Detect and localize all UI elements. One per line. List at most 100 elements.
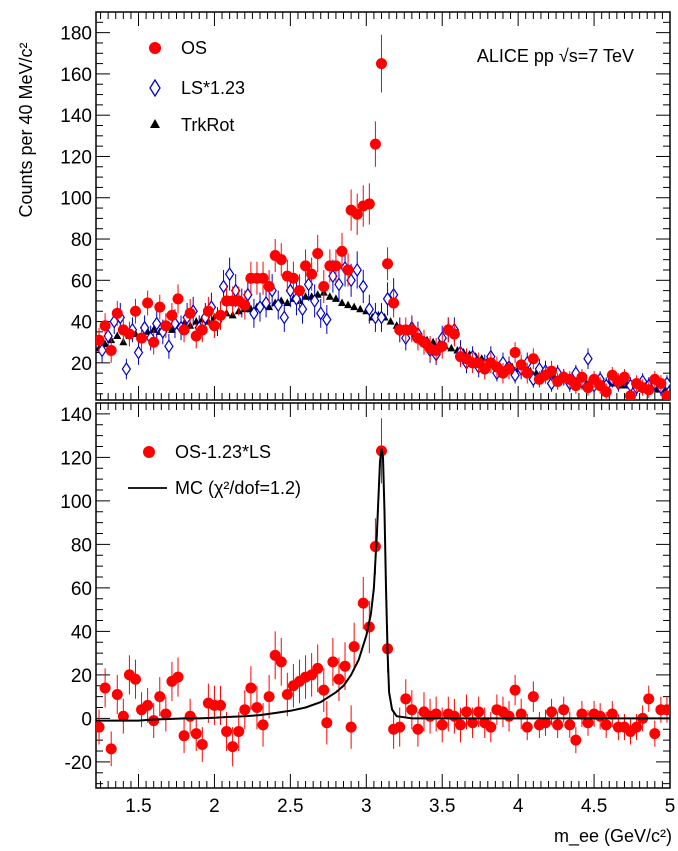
os-point	[202, 305, 214, 317]
os-point	[172, 293, 184, 305]
os-point	[136, 332, 148, 344]
legend-label-os-minus-ls: OS-1.23*LS	[175, 442, 271, 462]
os-point	[527, 353, 539, 365]
trkrot-point	[447, 343, 456, 352]
signal-point	[142, 699, 154, 711]
legend-marker-os-minus-ls	[143, 446, 155, 458]
ls-point	[164, 339, 174, 354]
top-legend: OS LS*1.23 TrkRot	[149, 38, 245, 135]
ls-point	[352, 262, 362, 278]
ls-point	[382, 291, 393, 306]
ls-point	[358, 279, 368, 294]
signal-point	[257, 719, 269, 731]
ls-point	[334, 277, 344, 292]
signal-point	[327, 656, 339, 668]
signal-point	[649, 728, 661, 740]
bottom-legend: OS-1.23*LS MC (χ²/dof=1.2)	[128, 442, 301, 498]
os-point	[570, 380, 582, 392]
legend-label-trkrot: TrkRot	[181, 115, 234, 135]
os-point	[178, 324, 190, 336]
signal-point	[160, 708, 172, 720]
os-point	[342, 264, 354, 276]
y-tick-label: 180	[60, 24, 92, 45]
signal-point	[117, 710, 129, 722]
signal-point	[454, 719, 466, 731]
signal-point	[412, 723, 424, 735]
ls-point	[273, 297, 283, 313]
signal-point	[606, 708, 618, 720]
signal-point	[172, 671, 184, 683]
y-tick-label: 100	[60, 492, 92, 513]
legend-marker-trkrot	[150, 119, 160, 128]
top-frame	[95, 11, 671, 401]
y-tick-label: 160	[60, 65, 92, 86]
signal-point	[430, 708, 442, 720]
os-point	[160, 320, 172, 332]
signal-point	[318, 684, 330, 696]
ls-point	[224, 267, 235, 282]
os-point	[208, 320, 220, 332]
signal-point	[111, 688, 123, 700]
trkrot-point	[167, 325, 176, 333]
bottom-data	[96, 418, 670, 767]
signal-point	[221, 725, 233, 737]
legend-label-ls: LS*1.23	[181, 78, 245, 98]
y-tick-label: 120	[60, 147, 92, 168]
os-point	[336, 245, 348, 257]
os-point	[546, 365, 558, 377]
os-point	[330, 260, 342, 272]
os-point	[239, 299, 251, 311]
os-point	[382, 258, 394, 270]
signal-point	[400, 693, 412, 705]
ls-point	[376, 310, 387, 325]
os-point	[369, 138, 381, 150]
top-x-ticks	[100, 12, 671, 400]
signal-point	[461, 706, 473, 718]
trkrot-point	[386, 317, 395, 325]
os-point	[312, 247, 324, 259]
signal-point	[345, 721, 357, 733]
os-point	[111, 307, 123, 319]
ls-point	[279, 310, 290, 325]
signal-point	[148, 715, 160, 727]
signal-point	[576, 708, 588, 720]
os-point	[275, 254, 287, 266]
os-point	[509, 347, 521, 359]
mc-curve	[96, 448, 670, 722]
signal-point	[661, 704, 670, 716]
ls-point	[583, 351, 593, 366]
os-point	[166, 309, 178, 321]
bottom-panel: -20 0 20 40 60 80 100 120 140 1.5 2 2.5 3 3.5 4 4.5 5 m…	[60, 402, 675, 847]
y-tick-label: -20	[65, 753, 92, 774]
os-point	[655, 377, 667, 389]
trkrot-point	[301, 292, 310, 300]
signal-point	[99, 682, 111, 694]
bottom-frame	[95, 402, 671, 789]
signal-point	[564, 719, 576, 731]
ls-point	[121, 361, 132, 377]
trkrot-point	[113, 331, 122, 340]
signal-point	[215, 699, 227, 711]
signal-point	[154, 691, 166, 703]
x-axis-title: m_ee (GeV/c²)	[554, 826, 672, 847]
signal-point	[600, 719, 612, 731]
y-tick-label: 80	[71, 230, 92, 251]
y-tick-label: 40	[71, 313, 92, 334]
signal-point	[105, 743, 117, 755]
signal-point	[394, 721, 406, 733]
signal-point	[275, 656, 287, 668]
signal-point	[357, 597, 369, 609]
ls-point	[218, 279, 229, 294]
ls-point	[297, 302, 308, 317]
trkrot-point	[344, 300, 353, 309]
signal-point	[539, 717, 551, 729]
os-point	[436, 340, 448, 352]
y-tick-label: 60	[71, 579, 92, 600]
os-point	[600, 386, 612, 398]
legend-label-mc: MC (χ²/dof=1.2)	[175, 478, 301, 498]
os-point	[154, 301, 166, 313]
os-point	[129, 305, 141, 317]
top-data	[96, 34, 670, 400]
signal-point	[436, 719, 448, 731]
